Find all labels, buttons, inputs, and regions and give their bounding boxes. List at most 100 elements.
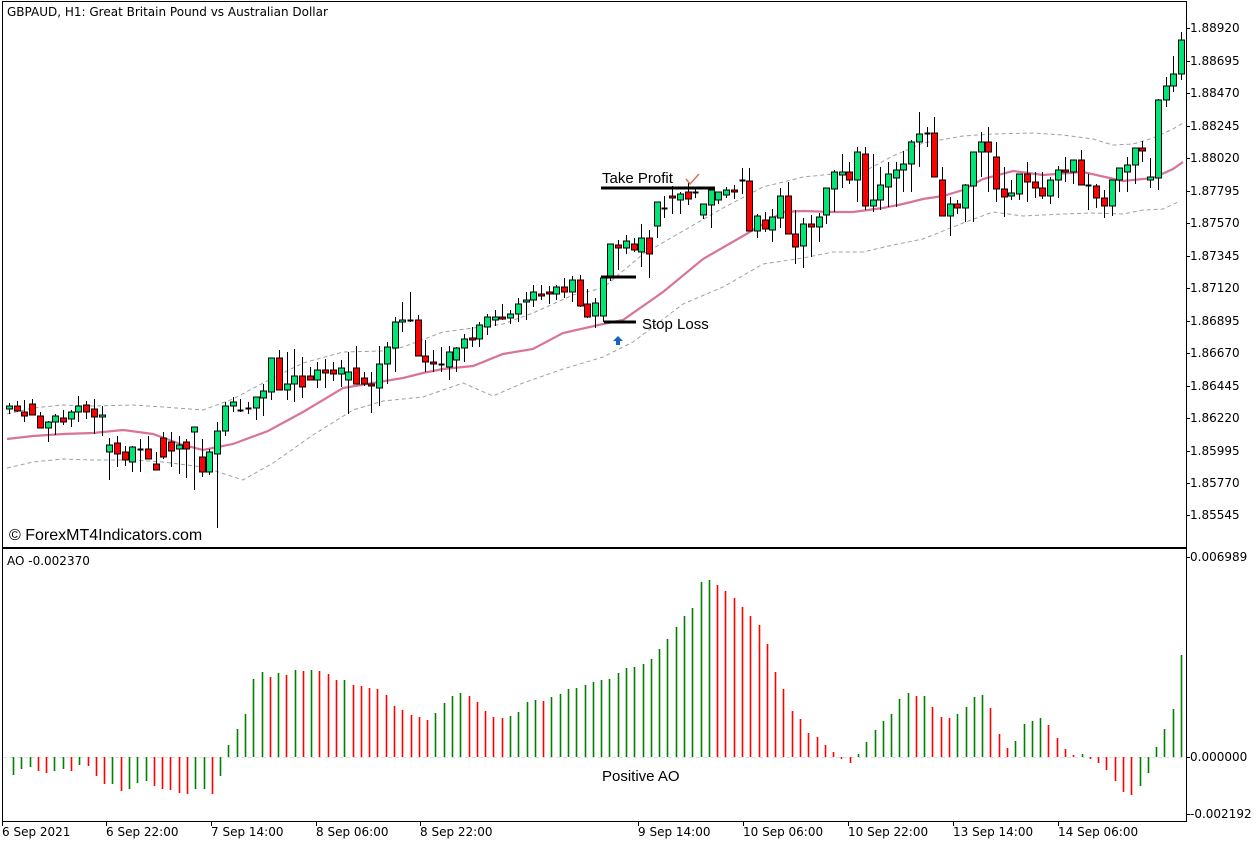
price-tick-mark	[1186, 93, 1190, 94]
price-tick-mark	[1186, 126, 1190, 127]
candle	[384, 342, 391, 384]
candle	[1147, 158, 1154, 188]
price-tick-mark	[1186, 256, 1190, 257]
price-tick-label: 1.88920	[1190, 21, 1240, 35]
candle	[183, 439, 190, 478]
time-tick-label: 9 Sep 14:00	[638, 825, 711, 839]
candle	[284, 352, 291, 400]
price-tick-label: 1.86895	[1190, 314, 1240, 328]
price-tick-mark	[1186, 61, 1190, 62]
time-tick-label: 8 Sep 22:00	[420, 825, 493, 839]
candle	[106, 438, 113, 480]
candle	[52, 414, 59, 435]
candle	[839, 154, 846, 188]
price-tick-label: 1.85545	[1190, 508, 1240, 522]
candle	[176, 436, 183, 474]
candle	[368, 372, 375, 413]
candle	[1093, 184, 1100, 208]
ao-axis: 0.006989 0.000000 -0.002192	[1186, 0, 1256, 846]
candle	[353, 346, 360, 385]
candle	[677, 192, 684, 214]
ao-label: AO -0.002370	[7, 554, 90, 568]
candle	[1062, 157, 1069, 182]
candle	[14, 401, 21, 412]
time-tick-mark	[953, 821, 954, 826]
candle	[237, 399, 244, 412]
candle	[422, 340, 429, 372]
candle	[214, 422, 221, 528]
candle	[1124, 157, 1131, 192]
ao-tick-label: -0.002192	[1190, 807, 1252, 821]
candle	[438, 347, 445, 372]
price-tick-label: 1.88470	[1190, 86, 1240, 100]
candle	[446, 346, 453, 380]
candle	[492, 310, 499, 326]
candle	[499, 304, 506, 320]
candle	[1116, 167, 1123, 192]
candle	[993, 142, 1000, 202]
take-profit-label: Take Profit	[602, 170, 673, 187]
candle	[746, 168, 753, 232]
candle	[453, 347, 460, 372]
price-tick-label: 1.87795	[1190, 184, 1240, 198]
price-tick-mark	[1186, 28, 1190, 29]
price-tick-mark	[1186, 288, 1190, 289]
candle	[1132, 147, 1139, 184]
ao-indicator-pane[interactable]: AO -0.002370 Positive AO	[2, 548, 1187, 822]
ao-tick-mark	[1186, 757, 1190, 758]
candle	[654, 201, 661, 238]
candle	[831, 170, 838, 212]
candle	[314, 362, 321, 388]
candle	[900, 151, 907, 192]
candle	[1101, 190, 1108, 218]
candle	[908, 140, 915, 192]
candle	[45, 421, 52, 442]
time-tick-mark	[743, 821, 744, 826]
candle	[1170, 56, 1177, 92]
candle	[1155, 99, 1162, 190]
time-tick-mark	[211, 821, 212, 826]
candle	[893, 162, 900, 207]
candle	[260, 384, 267, 416]
candle	[584, 289, 591, 318]
price-chart-pane[interactable]: GBPAUD, H1: Great Britain Pound vs Austr…	[2, 1, 1187, 548]
candle	[330, 362, 337, 381]
time-tick-label: 6 Sep 2021	[2, 825, 71, 839]
candle	[800, 218, 807, 268]
candle	[1078, 150, 1085, 186]
candle	[430, 350, 437, 372]
time-tick-mark	[106, 821, 107, 826]
candle	[970, 151, 977, 222]
candle	[153, 452, 160, 471]
candle	[222, 402, 229, 436]
candle	[947, 197, 954, 236]
price-tick-label: 1.85995	[1190, 444, 1240, 458]
candle	[75, 396, 82, 422]
candle	[846, 162, 853, 184]
stop-loss-label: Stop Loss	[642, 316, 709, 333]
candle	[739, 168, 746, 194]
candle	[299, 357, 306, 398]
watermark: © ForexMT4Indicators.com	[9, 527, 203, 544]
candle	[592, 298, 599, 328]
candle	[461, 334, 468, 362]
candle	[916, 112, 923, 167]
candle	[399, 302, 406, 332]
candle	[1178, 32, 1185, 80]
candle	[623, 235, 630, 254]
price-tick-mark	[1186, 223, 1190, 224]
candle	[168, 432, 175, 467]
time-tick-label: 6 Sep 22:00	[106, 825, 179, 839]
candle	[345, 352, 352, 414]
time-tick-label: 13 Sep 14:00	[953, 825, 1034, 839]
time-tick-label: 10 Sep 22:00	[848, 825, 929, 839]
time-tick-label: 8 Sep 06:00	[316, 825, 389, 839]
candle	[1085, 174, 1092, 210]
candle	[600, 277, 607, 322]
candle	[569, 276, 576, 302]
candle	[823, 187, 830, 224]
candle	[191, 426, 198, 490]
candle	[1016, 173, 1023, 200]
candle	[83, 401, 90, 419]
candle	[978, 132, 985, 177]
